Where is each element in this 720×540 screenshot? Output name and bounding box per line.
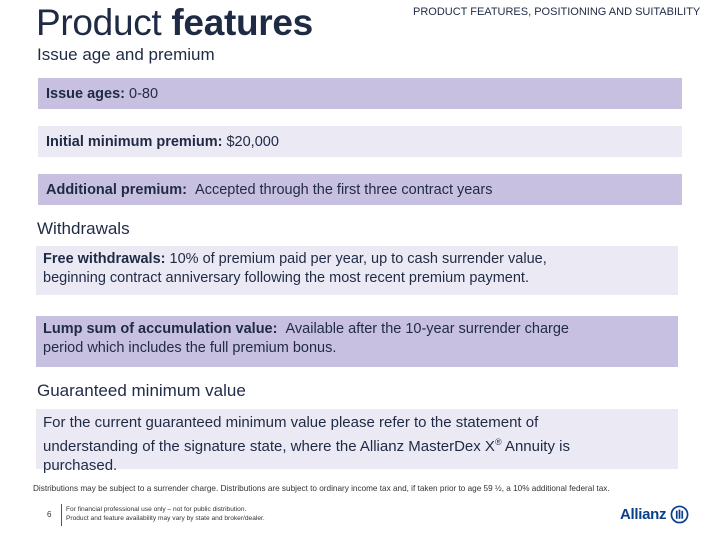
page-number: 6 <box>47 510 52 519</box>
free-withdrawals-line2: beginning contract anniversary following… <box>43 270 529 286</box>
withdrawals-heading: Withdrawals <box>37 219 130 238</box>
disclaimer: For financial professional use only – no… <box>66 506 265 522</box>
allianz-logo: Allianz <box>620 505 689 524</box>
issue-age-heading: Issue age and premium <box>37 45 215 64</box>
gmv-row: For the current guaranteed minimum value… <box>36 407 678 474</box>
additional-premium-row: Additional premium: Accepted through the… <box>38 172 682 205</box>
additional-premium-key: Additional premium: <box>46 181 187 198</box>
issue-ages-value: 0-80 <box>129 85 159 102</box>
lump-sum-line2: period which includes the full premium b… <box>43 340 337 356</box>
section-label: PRODUCT FEATURES, POSITIONING AND SUITAB… <box>413 6 701 18</box>
initial-premium-value: $20,000 <box>226 133 279 150</box>
allianz-eagle-icon <box>670 505 689 524</box>
footnote: Distributions may be subject to a surren… <box>33 484 610 493</box>
lump-sum-line1: Lump sum of accumulation value: Availabl… <box>43 321 569 337</box>
lump-sum-row: Lump sum of accumulation value: Availabl… <box>36 314 678 367</box>
additional-premium-value: Accepted through the first three contrac… <box>195 181 493 198</box>
page-title: Product features <box>36 2 313 43</box>
issue-ages-row: Issue ages: 0-80 <box>38 76 682 109</box>
initial-premium-key: Initial minimum premium: <box>46 133 223 150</box>
gmv-heading: Guaranteed minimum value <box>37 381 246 400</box>
gmv-line2: understanding of the signature state, wh… <box>43 436 570 455</box>
footer-divider <box>61 504 62 526</box>
gmv-line1: For the current guaranteed minimum value… <box>43 414 539 431</box>
issue-ages-key: Issue ages: <box>46 85 125 102</box>
logo-text: Allianz <box>620 506 667 523</box>
initial-premium-row: Initial minimum premium: $20,000 <box>38 124 682 157</box>
gmv-line3: purchased. <box>43 457 118 474</box>
free-withdrawals-row: Free withdrawals: 10% of premium paid pe… <box>36 244 678 295</box>
free-withdrawals-line1: Free withdrawals: 10% of premium paid pe… <box>43 251 547 267</box>
